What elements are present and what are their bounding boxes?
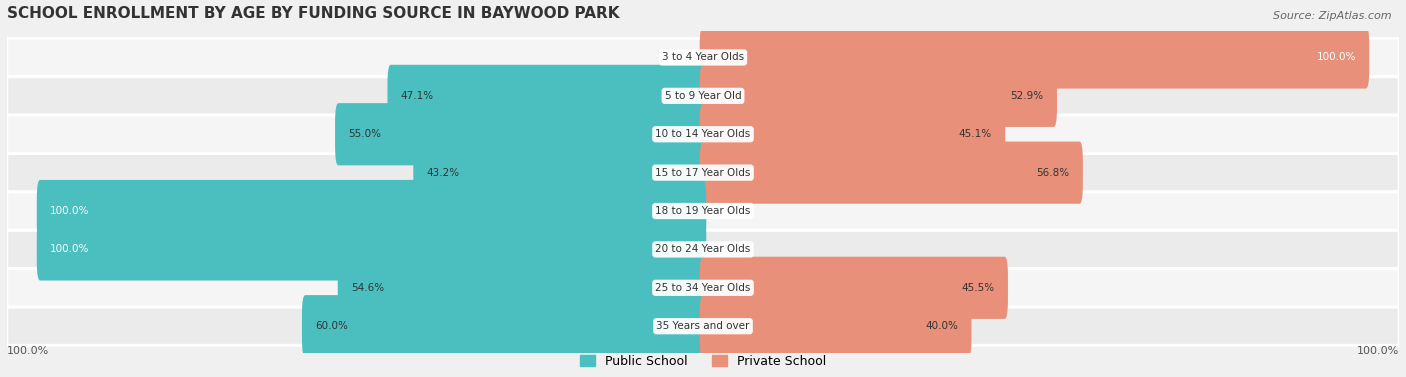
FancyBboxPatch shape [7,269,1399,307]
Text: 3 to 4 Year Olds: 3 to 4 Year Olds [662,52,744,63]
FancyBboxPatch shape [700,103,1005,166]
Text: 35 Years and over: 35 Years and over [657,321,749,331]
FancyBboxPatch shape [7,230,1399,268]
FancyBboxPatch shape [700,26,1369,89]
Text: 20 to 24 Year Olds: 20 to 24 Year Olds [655,244,751,254]
FancyBboxPatch shape [700,65,1057,127]
Text: 100.0%: 100.0% [1316,52,1355,63]
Text: 47.1%: 47.1% [401,91,434,101]
FancyBboxPatch shape [7,307,1399,345]
FancyBboxPatch shape [7,154,1399,192]
Text: SCHOOL ENROLLMENT BY AGE BY FUNDING SOURCE IN BAYWOOD PARK: SCHOOL ENROLLMENT BY AGE BY FUNDING SOUR… [7,6,620,21]
Text: 56.8%: 56.8% [1036,168,1070,178]
FancyBboxPatch shape [302,295,706,357]
FancyBboxPatch shape [7,38,1399,77]
FancyBboxPatch shape [700,257,1008,319]
FancyBboxPatch shape [7,38,1399,77]
FancyBboxPatch shape [700,295,972,357]
FancyBboxPatch shape [7,115,1399,153]
Text: 25 to 34 Year Olds: 25 to 34 Year Olds [655,283,751,293]
FancyBboxPatch shape [7,153,1399,192]
Text: 10 to 14 Year Olds: 10 to 14 Year Olds [655,129,751,139]
Text: 52.9%: 52.9% [1011,91,1043,101]
FancyBboxPatch shape [388,65,706,127]
Text: 100.0%: 100.0% [51,206,90,216]
FancyBboxPatch shape [335,103,706,166]
FancyBboxPatch shape [413,141,706,204]
FancyBboxPatch shape [7,77,1399,115]
Text: 100.0%: 100.0% [7,346,49,356]
Text: 5 to 9 Year Old: 5 to 9 Year Old [665,91,741,101]
Text: 18 to 19 Year Olds: 18 to 19 Year Olds [655,206,751,216]
Text: 55.0%: 55.0% [349,129,381,139]
FancyBboxPatch shape [37,218,706,280]
Legend: Public School, Private School: Public School, Private School [575,349,831,372]
FancyBboxPatch shape [7,192,1399,230]
Text: 40.0%: 40.0% [925,321,959,331]
Text: Source: ZipAtlas.com: Source: ZipAtlas.com [1274,11,1392,21]
FancyBboxPatch shape [7,115,1399,153]
FancyBboxPatch shape [7,77,1399,115]
Text: 100.0%: 100.0% [1357,346,1399,356]
Text: 43.2%: 43.2% [426,168,460,178]
Text: 15 to 17 Year Olds: 15 to 17 Year Olds [655,168,751,178]
FancyBboxPatch shape [7,307,1399,345]
Text: 100.0%: 100.0% [51,244,90,254]
Text: 45.1%: 45.1% [959,129,993,139]
Text: 45.5%: 45.5% [962,283,994,293]
FancyBboxPatch shape [700,141,1083,204]
FancyBboxPatch shape [7,192,1399,230]
Text: 60.0%: 60.0% [315,321,349,331]
FancyBboxPatch shape [7,230,1399,269]
FancyBboxPatch shape [337,257,706,319]
FancyBboxPatch shape [37,180,706,242]
FancyBboxPatch shape [7,269,1399,307]
Text: 54.6%: 54.6% [352,283,384,293]
